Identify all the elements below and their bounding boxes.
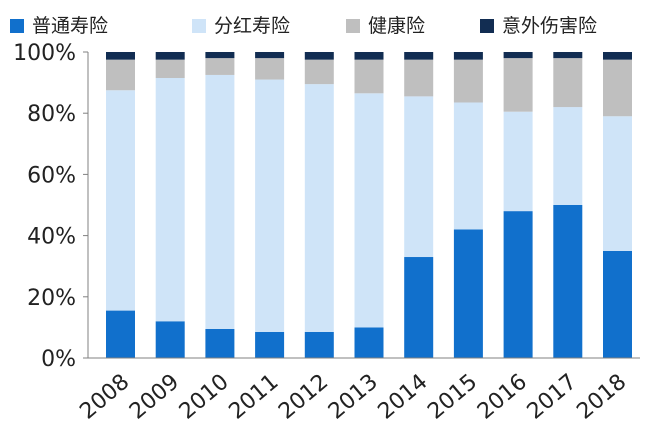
y-tick-label: 60% (27, 163, 76, 188)
legend-label-2: 分红寿险 (214, 15, 290, 37)
legend-swatch-4 (480, 19, 494, 33)
y-tick-label: 80% (27, 102, 76, 127)
x-tick-label: 2017 (523, 369, 582, 424)
bar-segment-2010-s3 (205, 58, 235, 75)
bar-segment-2018-s2 (603, 116, 632, 251)
legend: 普通寿险 分红寿险 健康险 意外伤害险 (10, 15, 597, 37)
y-tick-label: 100% (13, 41, 76, 66)
bar-segment-2011-s1 (255, 331, 285, 358)
x-tick-label: 2016 (473, 369, 532, 424)
legend-swatch-3 (346, 19, 360, 33)
x-tick-label: 2015 (423, 369, 482, 424)
bar-segment-2015-s4 (453, 52, 483, 60)
bar-segment-2013-s4 (354, 52, 384, 60)
bar-segment-2018-s4 (603, 52, 632, 60)
bar-segment-2015-s3 (453, 59, 483, 103)
x-tick-label: 2008 (75, 369, 134, 424)
bar-segment-2017-s3 (553, 58, 583, 108)
x-tick-label: 2010 (175, 369, 234, 424)
bar-segment-2009-s4 (155, 52, 185, 60)
bar-segment-2018-s3 (603, 59, 632, 117)
bar-segment-2012-s1 (304, 331, 334, 358)
x-tick-label: 2013 (324, 369, 383, 424)
bar-segment-2012-s3 (304, 59, 334, 85)
bar-segment-2009-s2 (155, 78, 185, 322)
bar-segment-2016-s1 (503, 211, 533, 358)
bar-segment-2012-s4 (304, 52, 334, 60)
x-tick-label: 2011 (224, 369, 283, 424)
bar-segment-2013-s3 (354, 59, 384, 94)
bar-segment-2008-s4 (106, 52, 135, 60)
x-tick-label: 2018 (572, 369, 631, 424)
legend-label-3: 健康险 (368, 15, 425, 37)
bar-segment-2016-s4 (503, 52, 533, 59)
x-tick-label: 2012 (274, 369, 333, 424)
legend-swatch-2 (192, 19, 206, 33)
x-tick-label: 2014 (374, 369, 433, 424)
bar-segment-2010-s4 (205, 52, 235, 59)
bar-segment-2018-s1 (603, 250, 632, 358)
y-tick-label: 0% (41, 347, 76, 372)
bar-segment-2013-s1 (354, 327, 384, 358)
bar-segment-2015-s2 (453, 102, 483, 230)
bar-segment-2014-s3 (404, 59, 434, 97)
bar-segment-2008-s2 (106, 90, 135, 311)
bars (106, 52, 632, 358)
bar-segment-2013-s2 (354, 93, 384, 328)
legend-label-1: 普通寿险 (32, 15, 108, 37)
bar-segment-2014-s4 (404, 52, 434, 60)
bar-segment-2017-s4 (553, 52, 583, 59)
bar-segment-2016-s3 (503, 58, 533, 112)
bar-segment-2009-s1 (155, 321, 185, 358)
y-axis: 0% 20% 40% 60% 80% 100% (13, 41, 89, 372)
bar-segment-2015-s1 (453, 229, 483, 358)
bar-segment-2016-s2 (503, 111, 533, 212)
bar-segment-2011-s4 (255, 52, 285, 59)
bar-segment-2011-s3 (255, 58, 285, 80)
bar-segment-2009-s3 (155, 59, 185, 79)
bar-segment-2014-s2 (404, 96, 434, 258)
bar-segment-2010-s1 (205, 328, 235, 358)
y-tick-label: 40% (27, 225, 76, 250)
bar-segment-2017-s1 (553, 205, 583, 358)
bar-segment-2012-s2 (304, 84, 334, 332)
bar-segment-2014-s1 (404, 257, 434, 358)
bar-segment-2008-s3 (106, 59, 135, 91)
x-axis: 2008200920102011201220132014201520162017… (75, 357, 640, 425)
legend-swatch-1 (10, 19, 24, 33)
bar-segment-2008-s1 (106, 310, 135, 358)
legend-label-4: 意外伤害险 (502, 15, 597, 37)
bar-segment-2011-s2 (255, 79, 285, 332)
y-tick-label: 20% (27, 286, 76, 311)
bar-segment-2010-s2 (205, 74, 235, 329)
x-tick-label: 2009 (125, 369, 184, 424)
bar-segment-2017-s2 (553, 107, 583, 205)
